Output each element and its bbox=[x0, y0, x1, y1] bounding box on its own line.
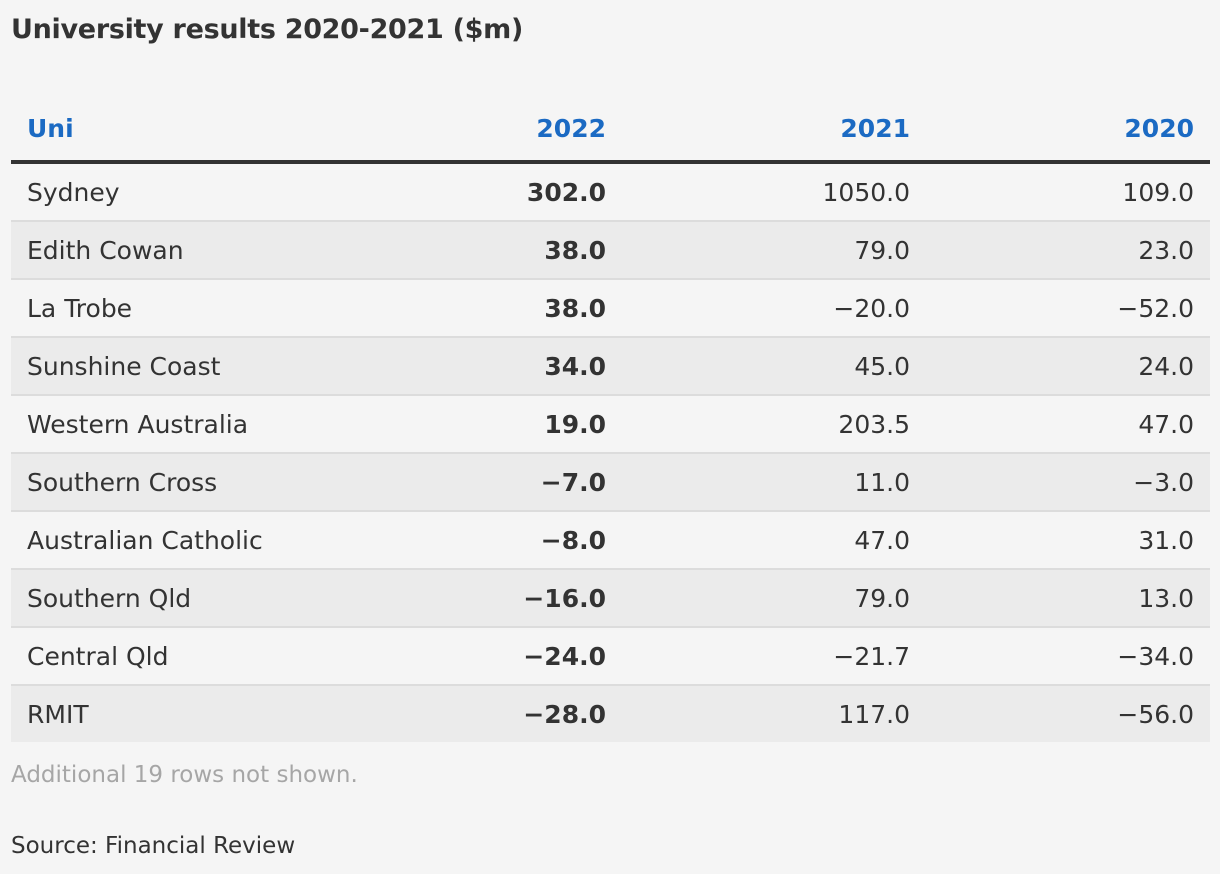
table-body: Sydney 302.0 1050.0 109.0 Edith Cowan 38.0 79.… bbox=[11, 162, 1210, 742]
cell-2020: −56.0 bbox=[910, 685, 1210, 742]
table-row: Southern Qld −16.0 79.0 13.0 bbox=[11, 569, 1210, 628]
table-row: Sydney 302.0 1050.0 109.0 bbox=[11, 162, 1210, 222]
cell-2020: 13.0 bbox=[910, 569, 1210, 628]
cell-2021: 11.0 bbox=[606, 453, 910, 512]
cell-2022: 19.0 bbox=[411, 395, 606, 454]
cell-2020: 47.0 bbox=[910, 395, 1210, 454]
cell-uni: La Trobe bbox=[11, 279, 411, 338]
cell-2020: 109.0 bbox=[910, 162, 1210, 222]
cell-2021: 79.0 bbox=[606, 221, 910, 280]
column-header-uni[interactable]: Uni bbox=[11, 96, 411, 164]
table-row: Central Qld −24.0 −21.7 −34.0 bbox=[11, 627, 1210, 686]
cell-2022: 34.0 bbox=[411, 337, 606, 396]
cell-2022: 38.0 bbox=[411, 279, 606, 338]
cell-2021: 117.0 bbox=[606, 685, 910, 742]
cell-2022: −7.0 bbox=[411, 453, 606, 512]
table-row: Australian Catholic −8.0 47.0 31.0 bbox=[11, 511, 1210, 570]
cell-2020: −3.0 bbox=[910, 453, 1210, 512]
cell-uni: RMIT bbox=[11, 685, 411, 742]
column-header-2020[interactable]: 2020 bbox=[910, 96, 1210, 164]
cell-uni: Sunshine Coast bbox=[11, 337, 411, 396]
results-table: Uni 2022 2021 2020 Sydney 302.0 1050.0 109.… bbox=[11, 96, 1210, 742]
cell-2020: 31.0 bbox=[910, 511, 1210, 570]
rows-not-shown-note: Additional 19 rows not shown. bbox=[11, 762, 358, 788]
cell-2021: −21.7 bbox=[606, 627, 910, 686]
cell-2022: −28.0 bbox=[411, 685, 606, 742]
cell-2022: 38.0 bbox=[411, 221, 606, 280]
cell-2020: 24.0 bbox=[910, 337, 1210, 396]
cell-uni: Southern Cross bbox=[11, 453, 411, 512]
cell-2022: 302.0 bbox=[411, 162, 606, 222]
cell-2021: −20.0 bbox=[606, 279, 910, 338]
cell-2020: 23.0 bbox=[910, 221, 1210, 280]
table-row: Western Australia 19.0 203.5 47.0 bbox=[11, 395, 1210, 454]
chart-title: University results 2020-2021 ($m) bbox=[11, 14, 524, 45]
cell-2021: 203.5 bbox=[606, 395, 910, 454]
cell-uni: Central Qld bbox=[11, 627, 411, 686]
cell-2020: −52.0 bbox=[910, 279, 1210, 338]
column-header-2022[interactable]: 2022 bbox=[411, 96, 606, 164]
cell-2021: 47.0 bbox=[606, 511, 910, 570]
cell-2022: −24.0 bbox=[411, 627, 606, 686]
table-row: Sunshine Coast 34.0 45.0 24.0 bbox=[11, 337, 1210, 396]
cell-2022: −8.0 bbox=[411, 511, 606, 570]
cell-2022: −16.0 bbox=[411, 569, 606, 628]
table-row: RMIT −28.0 117.0 −56.0 bbox=[11, 685, 1210, 742]
source-credit: Source: Financial Review bbox=[11, 833, 296, 859]
cell-uni: Australian Catholic bbox=[11, 511, 411, 570]
table-header-row: Uni 2022 2021 2020 bbox=[11, 96, 1210, 164]
table-row: Southern Cross −7.0 11.0 −3.0 bbox=[11, 453, 1210, 512]
cell-uni: Western Australia bbox=[11, 395, 411, 454]
cell-2020: −34.0 bbox=[910, 627, 1210, 686]
cell-uni: Southern Qld bbox=[11, 569, 411, 628]
column-header-2021[interactable]: 2021 bbox=[606, 96, 910, 164]
cell-2021: 45.0 bbox=[606, 337, 910, 396]
table-row: La Trobe 38.0 −20.0 −52.0 bbox=[11, 279, 1210, 338]
cell-uni: Edith Cowan bbox=[11, 221, 411, 280]
cell-2021: 79.0 bbox=[606, 569, 910, 628]
cell-2021: 1050.0 bbox=[606, 162, 910, 222]
cell-uni: Sydney bbox=[11, 162, 411, 222]
table-row: Edith Cowan 38.0 79.0 23.0 bbox=[11, 221, 1210, 280]
